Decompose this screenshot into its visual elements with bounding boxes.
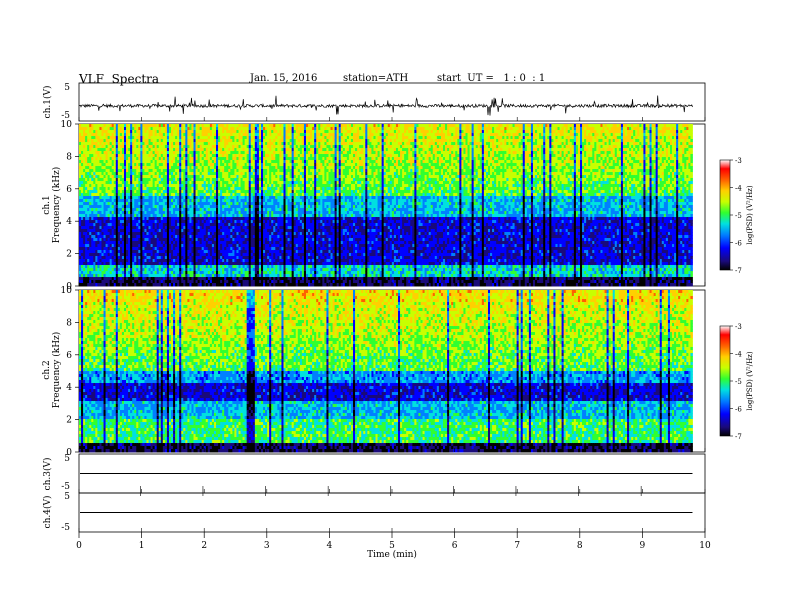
- ch4-ytick-label: 5: [64, 492, 70, 502]
- ch1-spec-ylabel-top: ch.1: [42, 195, 52, 214]
- ch1-ylabel: ch.1(V): [42, 86, 53, 119]
- ch4-ytick-label: -5: [61, 523, 70, 533]
- vlf-spectra-figure: VLF Spectra Jan. 15, 2016 station=ATH st…: [0, 0, 792, 612]
- ch1-spec-ylabel: Frequency (kHz): [51, 167, 62, 244]
- panel-frame-ch1w: [79, 83, 705, 121]
- ch1-ytick-label: 5: [64, 83, 70, 93]
- ch3-ytick-label: -5: [61, 482, 70, 492]
- ch4-ylabel: ch.4(V): [42, 496, 53, 529]
- ch1-waveform-trace: [79, 96, 693, 116]
- chart-svg: ch.1(V) 5 -5 ch.1 Frequency (kHz) ch.2 F…: [0, 0, 792, 612]
- ch2-spec-ylabel-top: ch.2: [42, 360, 52, 379]
- ch2-spec-ylabel: Frequency (kHz): [51, 332, 62, 409]
- ch3-ylabel: ch.3(V): [42, 458, 53, 491]
